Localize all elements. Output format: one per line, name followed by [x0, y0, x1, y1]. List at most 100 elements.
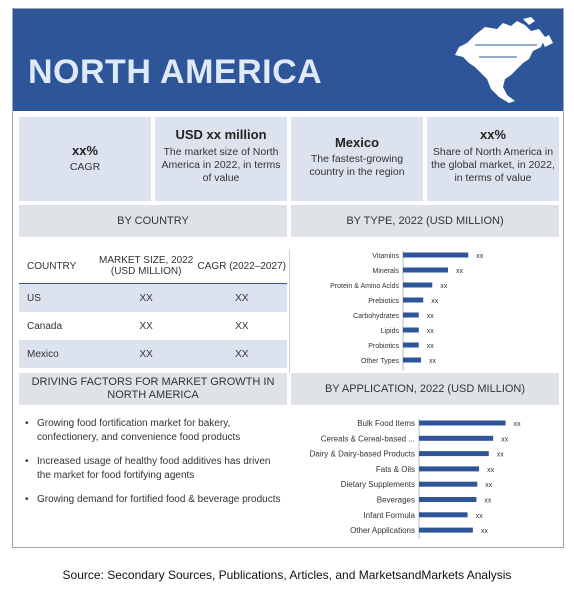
stat-cagr-value: xx% — [71, 143, 99, 158]
category-label: Fats & Oils — [376, 465, 415, 474]
stat-global-share-desc: Share of North America in the global mar… — [431, 146, 555, 184]
value-label: xx — [427, 313, 435, 320]
list-item: • Growing food fortification market for b… — [19, 417, 287, 445]
country-name: Mexico — [19, 340, 96, 368]
value-label: xx — [514, 421, 522, 428]
bar — [419, 481, 478, 487]
divider — [289, 249, 290, 373]
col-cagr: CAGR (2022–2027) — [196, 249, 287, 284]
by-country-heading: BY COUNTRY — [19, 205, 287, 237]
bar — [403, 357, 421, 363]
category-label: Protein & Amino Acids — [330, 283, 399, 290]
value-label: xx — [485, 482, 493, 489]
drivers-heading: DRIVING FACTORS FOR MARKET GROWTH IN NOR… — [19, 373, 287, 405]
driver-text: Increased usage of healthy food additive… — [37, 456, 271, 481]
table-row: US XX XX — [19, 283, 287, 312]
category-label: Prebiotics — [368, 298, 399, 305]
col-market-size: MARKET SIZE, 2022 (USD MILLION) — [95, 249, 197, 284]
value-label: xx — [487, 467, 495, 474]
source-note: Source: Secondary Sources, Publications,… — [62, 568, 512, 582]
table-row: Canada XX XX — [19, 312, 287, 340]
by-application-heading: BY APPLICATION, 2022 (USD MILLION) — [291, 373, 559, 405]
bar — [419, 497, 477, 502]
value-label: xx — [481, 528, 489, 535]
category-label: Other Types — [361, 358, 400, 365]
bullet-icon: • — [25, 494, 29, 505]
bar — [419, 451, 489, 457]
category-label: Other Applications — [350, 526, 415, 535]
value-label: xx — [476, 253, 484, 260]
bar — [419, 466, 480, 472]
by-type-chart: Vitamins xx Minerals xx Protein & Amino Acid… — [330, 251, 484, 371]
country-name: US — [19, 283, 96, 312]
stat-global-share: xx% Share of North America in the global… — [427, 117, 559, 201]
driver-text: Growing food fortification market for ba… — [37, 418, 241, 443]
key-stats: xx% CAGR USD xx million The market size … — [19, 117, 559, 203]
bar — [403, 327, 419, 333]
value-label: xx — [476, 513, 484, 520]
drivers-heading-text: DRIVING FACTORS FOR MARKET GROWTH IN NOR… — [31, 376, 275, 401]
value-label: xx — [456, 268, 464, 275]
bar — [419, 527, 473, 533]
category-label: Minerals — [373, 268, 400, 275]
cagr-value: XX — [235, 320, 249, 332]
region-title: NORTH AMERICA — [28, 53, 323, 91]
bar — [403, 312, 419, 318]
list-item: • Increased usage of healthy food additiv… — [19, 455, 287, 483]
drivers-list: • Growing food fortification market for b… — [19, 417, 287, 517]
category-label: Cereals & Cereal-based ... — [321, 434, 415, 443]
country-table: COUNTRY MARKET SIZE, 2022 (USD MILLION) … — [19, 249, 287, 368]
region-banner: NORTH AMERICA — [13, 9, 563, 111]
stat-cagr-desc: CAGR — [69, 161, 101, 173]
category-label: Dietary Supplements — [341, 480, 415, 489]
market-size-value: XX — [139, 320, 153, 332]
bullet-icon: • — [25, 456, 29, 467]
bar — [403, 282, 433, 288]
driver-text: Growing demand for fortified food & beve… — [37, 494, 281, 505]
table-row: Mexico XX XX — [19, 340, 287, 368]
value-label: xx — [427, 343, 435, 350]
category-label: Lipids — [381, 328, 400, 335]
stat-fastest-country: Mexico The fastest-growing country in th… — [291, 117, 423, 201]
cagr-value: XX — [196, 340, 287, 368]
list-item: • Growing demand for fortified food & bev… — [19, 493, 287, 507]
category-label: Probiotics — [368, 343, 399, 350]
value-label: xx — [497, 452, 505, 459]
category-label: Carbohydrates — [353, 313, 399, 320]
value-label: xx — [431, 298, 439, 305]
bullet-icon: • — [25, 418, 29, 429]
bar — [403, 252, 469, 258]
bar — [419, 512, 468, 518]
stat-fastest-country-desc: The fastest-growing country in the regio… — [309, 153, 405, 178]
stat-fastest-country-value: Mexico — [334, 135, 380, 150]
category-label: Bulk Food Items — [357, 419, 415, 428]
stat-global-share-value: xx% — [479, 127, 507, 142]
category-label: Beverages — [377, 496, 415, 505]
stat-market-size: USD xx million The market size of North … — [155, 117, 287, 201]
bar — [419, 435, 494, 441]
cagr-value: XX — [196, 283, 287, 312]
country-name: Canada — [27, 320, 63, 332]
market-size-value: XX — [95, 283, 197, 312]
stat-market-size-desc: The market size of North America in 2022… — [161, 146, 281, 184]
category-label: Dairy & Dairy-based Products — [310, 450, 415, 459]
value-label: xx — [484, 498, 492, 505]
market-size-value: XX — [95, 340, 197, 368]
col-country: COUNTRY — [19, 249, 96, 284]
infographic-frame: NORTH AMERICA xx% CAGR USD xx million Th… — [12, 8, 564, 548]
by-application-chart: Bulk Food Items xx Cereals & Cereal-based … — [310, 419, 522, 539]
category-label: Vitamins — [372, 253, 399, 260]
value-label: xx — [501, 436, 509, 443]
bar — [403, 297, 424, 303]
value-label: xx — [429, 358, 437, 365]
bar — [403, 267, 448, 273]
stat-cagr: xx% CAGR — [19, 117, 151, 201]
category-label: Infant Formula — [363, 511, 415, 520]
value-label: xx — [440, 283, 448, 290]
value-label: xx — [427, 328, 435, 335]
bar — [419, 420, 506, 426]
bar — [403, 342, 419, 348]
stat-market-size-value: USD xx million — [175, 127, 267, 142]
north-america-map-icon — [455, 17, 553, 103]
by-type-heading: BY TYPE, 2022 (USD MILLION) — [291, 205, 559, 237]
